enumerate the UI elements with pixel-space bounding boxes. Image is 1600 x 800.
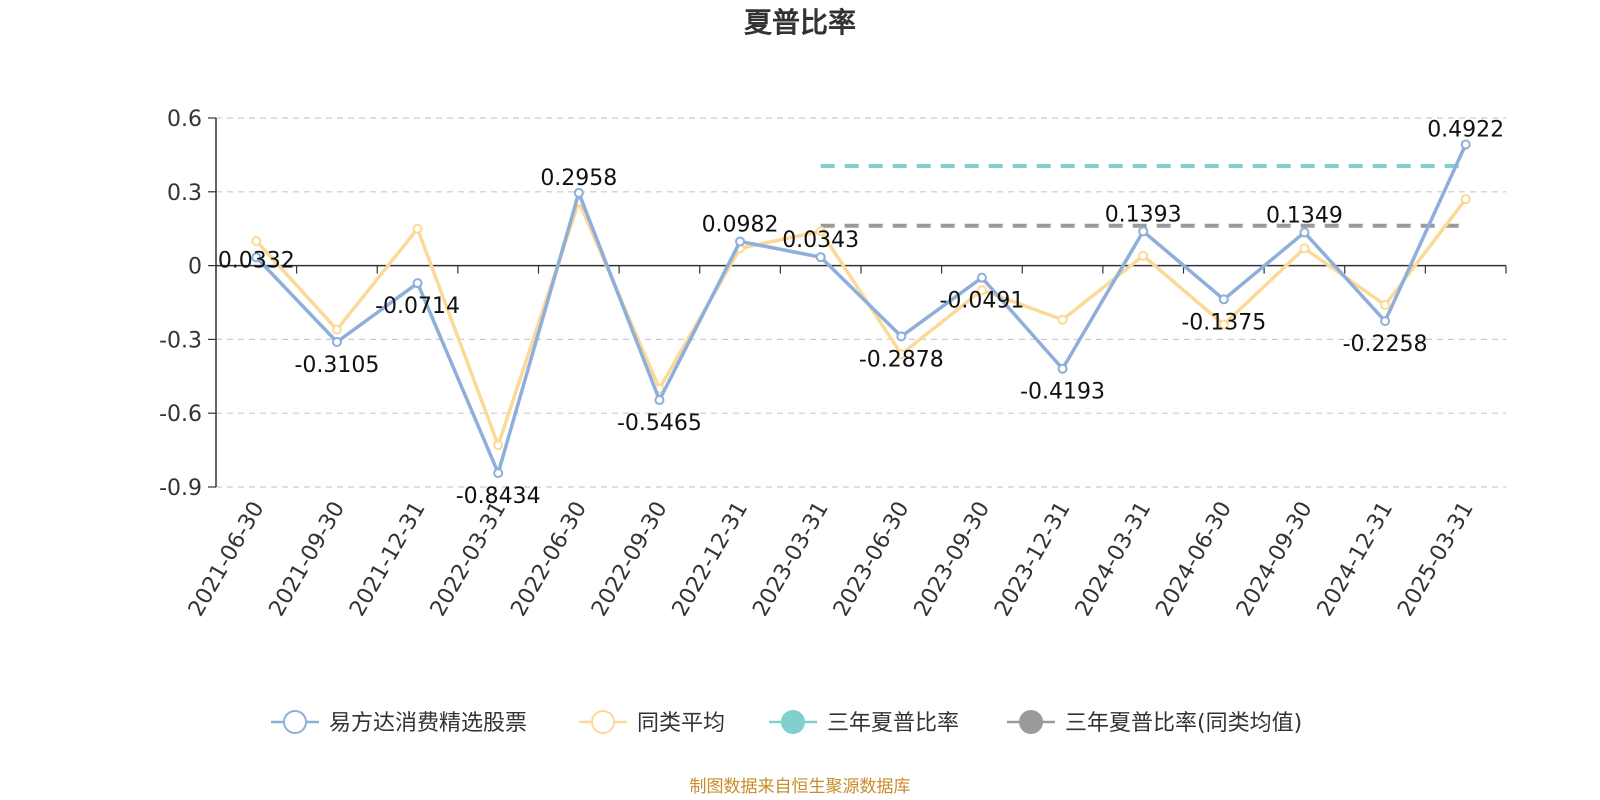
x-tick-label: 2024-09-30 <box>1232 498 1318 621</box>
y-tick-label: -0.3 <box>159 328 202 353</box>
data-point <box>1299 243 1310 254</box>
legend-marker <box>283 710 307 734</box>
data-point <box>331 324 342 335</box>
data-point <box>1218 294 1229 305</box>
data-point <box>331 336 342 347</box>
data-point <box>976 272 987 283</box>
data-point <box>412 278 423 289</box>
y-tick-label: 0 <box>188 255 202 280</box>
series-line-1 <box>255 198 1468 447</box>
legend-item-0[interactable]: 易方达消费精选股票 <box>271 710 527 736</box>
data-point <box>1380 299 1391 310</box>
data-point <box>1299 227 1310 238</box>
data-label: -0.5465 <box>617 411 702 436</box>
data-point <box>1057 363 1068 374</box>
x-tick-label: 2022-09-30 <box>587 498 673 621</box>
x-tick-label: 2022-03-31 <box>426 498 512 621</box>
x-tick-label: 2024-06-30 <box>1151 498 1237 621</box>
data-point <box>493 440 504 451</box>
grid-layer <box>216 117 1506 488</box>
data-label: -0.4193 <box>1020 380 1105 405</box>
legend-marker <box>781 710 805 734</box>
data-point <box>251 236 262 246</box>
x-tick-label: 2022-06-30 <box>506 498 592 621</box>
data-label: 0.0982 <box>702 212 779 237</box>
data-label: -0.3105 <box>294 353 379 378</box>
label-layer: 0.0332 -0.3105 -0.0714 -0.8434 0.2958 -0.5465… <box>218 118 1504 510</box>
data-label: -0.2258 <box>1343 332 1428 357</box>
y-tick-label: 0.6 <box>167 107 202 132</box>
data-label: -0.0491 <box>939 289 1024 314</box>
data-point <box>896 349 907 360</box>
data-point <box>1218 319 1229 330</box>
source-note: 制图数据来自恒生聚源数据库 <box>690 777 911 797</box>
x-tick-label: 2021-06-30 <box>184 498 270 621</box>
y-tick-label: 0.3 <box>167 181 202 206</box>
x-tick-label: 2023-12-31 <box>990 498 1076 621</box>
x-tick-label: 2021-09-30 <box>265 498 351 621</box>
y-tick-label: -0.9 <box>159 476 202 501</box>
data-label: 0.2958 <box>540 166 617 191</box>
legend-item-3[interactable]: 三年夏普比率(同类均值) <box>1007 710 1302 736</box>
data-point <box>1460 194 1471 205</box>
legend-label: 三年夏普比率(同类均值) <box>1065 711 1302 736</box>
y-tick-label: -0.6 <box>159 402 202 427</box>
data-point <box>573 187 584 198</box>
legend-marker <box>1019 710 1043 734</box>
data-point <box>896 331 907 342</box>
data-point <box>1138 250 1149 261</box>
data-point <box>412 223 423 234</box>
chart-title: 夏普比率 <box>744 6 856 39</box>
data-label: -0.0714 <box>375 294 460 319</box>
data-point <box>735 236 746 247</box>
series-line-0 <box>255 143 1468 475</box>
data-label: 0.4922 <box>1427 118 1504 143</box>
x-tick-label: 2023-03-31 <box>748 498 834 621</box>
data-point <box>251 252 262 263</box>
x-tick-label: 2024-12-31 <box>1313 498 1399 621</box>
data-label: 0.0332 <box>218 248 295 273</box>
legend-item-2[interactable]: 三年夏普比率 <box>769 710 959 736</box>
data-point <box>815 226 826 237</box>
legend-label: 同类平均 <box>637 711 725 736</box>
data-label: -0.1375 <box>1181 310 1266 335</box>
x-tick-label: 2023-09-30 <box>910 498 996 621</box>
data-point <box>1138 226 1149 237</box>
data-point <box>815 252 826 263</box>
data-point <box>1460 139 1471 150</box>
x-tick-label: 2021-12-31 <box>345 498 431 621</box>
x-tick-label: 2023-06-30 <box>829 498 915 621</box>
x-tick-label: 2024-03-31 <box>1071 498 1157 621</box>
data-label: 0.1349 <box>1266 203 1343 228</box>
series-layer <box>251 139 1471 479</box>
data-point <box>493 468 504 479</box>
data-point <box>1380 316 1391 327</box>
legend-label: 三年夏普比率 <box>827 711 959 736</box>
legend-item-1[interactable]: 同类平均 <box>579 710 725 736</box>
legend-label: 易方达消费精选股票 <box>329 711 527 736</box>
data-point <box>1057 314 1068 325</box>
data-point <box>654 395 665 406</box>
x-tick-label: 2025-03-31 <box>1393 498 1479 621</box>
data-label: -0.8434 <box>456 484 541 509</box>
legend-marker <box>591 710 615 734</box>
data-label: 0.0343 <box>782 228 859 253</box>
data-point <box>976 285 987 296</box>
legend: 易方达消费精选股票 同类平均 三年夏普比率 三年夏普比率(同类均值) <box>271 710 1302 736</box>
data-label: -0.2878 <box>859 347 944 372</box>
x-tick-label: 2022-12-31 <box>668 498 754 621</box>
data-label: 0.1393 <box>1105 202 1182 227</box>
